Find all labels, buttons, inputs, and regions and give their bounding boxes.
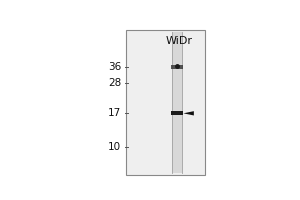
Bar [172, 32, 182, 173]
Text: 36: 36 [108, 62, 121, 72]
Bar [171, 65, 183, 69]
Polygon shape [183, 111, 194, 115]
Bar [126, 30, 205, 175]
Text: 17: 17 [108, 108, 121, 118]
Bar [171, 111, 183, 115]
Text: 28: 28 [108, 78, 121, 88]
Text: 10: 10 [108, 142, 121, 152]
Text: WiDr: WiDr [166, 36, 193, 46]
